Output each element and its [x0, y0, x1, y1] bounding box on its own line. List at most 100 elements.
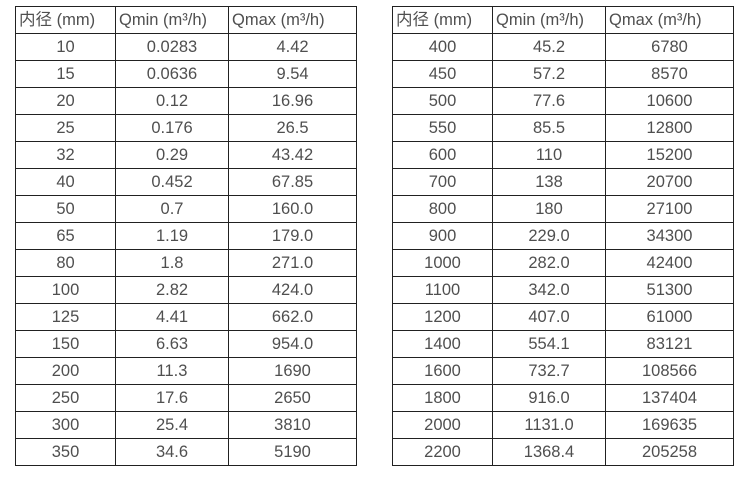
table-cell: 15200	[605, 141, 734, 169]
table-cell: 15	[15, 60, 116, 88]
table-cell: 450	[392, 60, 493, 88]
table-cell: 662.0	[228, 303, 357, 331]
table-cell: 108566	[605, 357, 734, 385]
table-cell: 500	[392, 87, 493, 115]
table-cell: 77.6	[492, 87, 606, 115]
table-cell: 25	[15, 114, 116, 142]
table-cell: 5190	[228, 438, 357, 466]
table-cell: 271.0	[228, 249, 357, 277]
table-cell: 550	[392, 114, 493, 142]
table-cell: 51300	[605, 276, 734, 304]
table-row: 100 2.82 424.0	[15, 276, 357, 304]
table-cell: 1368.4	[492, 438, 606, 466]
table-cell: 11.3	[115, 357, 229, 385]
table-cell: 137404	[605, 384, 734, 412]
table-cell: 1800	[392, 384, 493, 412]
table-cell: 1690	[228, 357, 357, 385]
table-cell: 110	[492, 141, 606, 169]
table-cell: 40	[15, 168, 116, 196]
table-cell: 229.0	[492, 222, 606, 250]
table-cell: 6.63	[115, 330, 229, 358]
table-cell: 27100	[605, 195, 734, 223]
table-cell: 1.19	[115, 222, 229, 250]
table-cell: 4.41	[115, 303, 229, 331]
table-row: 10 0.0283 4.42	[15, 33, 357, 61]
table-cell: 600	[392, 141, 493, 169]
table-cell: 43.42	[228, 141, 357, 169]
table-cell: 138	[492, 168, 606, 196]
table-cell: 65	[15, 222, 116, 250]
flow-spec-table-large-diameters: 内径 (mm) Qmin (m³/h) Qmax (m³/h) 400 45.2 678…	[392, 6, 734, 466]
table-row: 125 4.41 662.0	[15, 303, 357, 331]
table-cell: 10	[15, 33, 116, 61]
column-header: Qmin (m³/h)	[492, 6, 606, 34]
table-cell: 200	[15, 357, 116, 385]
table-row: 1800 916.0 137404	[392, 384, 734, 412]
table-cell: 10600	[605, 87, 734, 115]
table-cell: 34.6	[115, 438, 229, 466]
table-cell: 0.0283	[115, 33, 229, 61]
table-cell: 954.0	[228, 330, 357, 358]
table-cell: 205258	[605, 438, 734, 466]
table-cell: 150	[15, 330, 116, 358]
table-cell: 800	[392, 195, 493, 223]
table-cell: 0.29	[115, 141, 229, 169]
table-cell: 1000	[392, 249, 493, 277]
table-cell: 80	[15, 249, 116, 277]
table-cell: 32	[15, 141, 116, 169]
table-cell: 1600	[392, 357, 493, 385]
table-cell: 250	[15, 384, 116, 412]
table-cell: 2.82	[115, 276, 229, 304]
table-cell: 25.4	[115, 411, 229, 439]
table-row: 300 25.4 3810	[15, 411, 357, 439]
table-cell: 0.176	[115, 114, 229, 142]
table-cell: 26.5	[228, 114, 357, 142]
table-cell: 732.7	[492, 357, 606, 385]
table-cell: 3810	[228, 411, 357, 439]
header-row: 内径 (mm) Qmin (m³/h) Qmax (m³/h)	[392, 6, 734, 34]
table-cell: 100	[15, 276, 116, 304]
table-cell: 1.8	[115, 249, 229, 277]
table-cell: 1131.0	[492, 411, 606, 439]
table-row: 400 45.2 6780	[392, 33, 734, 61]
table-cell: 2200	[392, 438, 493, 466]
column-header: Qmin (m³/h)	[115, 6, 229, 34]
table-cell: 4.42	[228, 33, 357, 61]
column-header: 内径 (mm)	[15, 6, 116, 34]
table-cell: 1200	[392, 303, 493, 331]
table-row: 1000 282.0 42400	[392, 249, 734, 277]
table-row: 1600 732.7 108566	[392, 357, 734, 385]
table-row: 900 229.0 34300	[392, 222, 734, 250]
table-row: 250 17.6 2650	[15, 384, 357, 412]
table-row: 500 77.6 10600	[392, 87, 734, 115]
table-cell: 6780	[605, 33, 734, 61]
table-cell: 34300	[605, 222, 734, 250]
table-cell: 8570	[605, 60, 734, 88]
table-cell: 180	[492, 195, 606, 223]
table-cell: 125	[15, 303, 116, 331]
table-cell: 300	[15, 411, 116, 439]
table-cell: 179.0	[228, 222, 357, 250]
table-cell: 2650	[228, 384, 357, 412]
table-cell: 554.1	[492, 330, 606, 358]
table-row: 32 0.29 43.42	[15, 141, 357, 169]
table-cell: 700	[392, 168, 493, 196]
table-cell: 85.5	[492, 114, 606, 142]
table-row: 2200 1368.4 205258	[392, 438, 734, 466]
table-cell: 160.0	[228, 195, 357, 223]
table-cell: 342.0	[492, 276, 606, 304]
table-cell: 45.2	[492, 33, 606, 61]
table-row: 200 11.3 1690	[15, 357, 357, 385]
table-cell: 424.0	[228, 276, 357, 304]
table-cell: 169635	[605, 411, 734, 439]
table-cell: 50	[15, 195, 116, 223]
table-row: 1100 342.0 51300	[392, 276, 734, 304]
flow-spec-table-small-diameters: 内径 (mm) Qmin (m³/h) Qmax (m³/h) 10 0.0283 4.…	[15, 6, 357, 466]
table-cell: 57.2	[492, 60, 606, 88]
table-cell: 2000	[392, 411, 493, 439]
table-row: 20 0.12 16.96	[15, 87, 357, 115]
table-cell: 0.7	[115, 195, 229, 223]
table-row: 350 34.6 5190	[15, 438, 357, 466]
table-row: 150 6.63 954.0	[15, 330, 357, 358]
column-header: Qmax (m³/h)	[605, 6, 734, 34]
